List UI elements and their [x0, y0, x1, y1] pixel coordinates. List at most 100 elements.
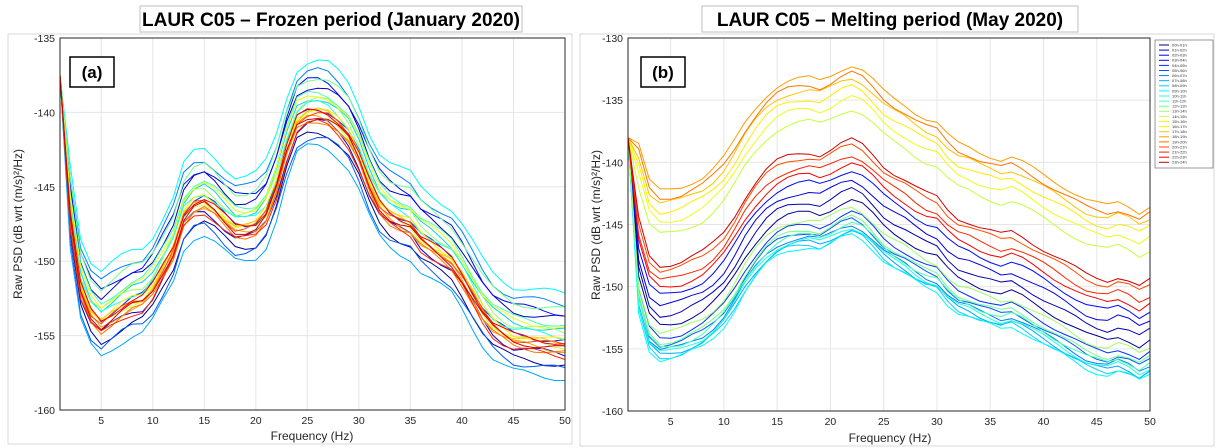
legend-label: 21h-22h	[1172, 150, 1187, 155]
series-line-a-21	[59, 75, 566, 360]
legend-label: 14h-15h	[1172, 114, 1187, 119]
series-line-b-4	[627, 137, 1151, 360]
x-tick-label: 40	[1038, 416, 1050, 428]
series-line-b-23	[627, 137, 1151, 286]
panel-a: LAUR C05 – Frozen period (January 2020) …	[7, 5, 573, 445]
x-tick-label: 40	[456, 415, 468, 427]
series-line-b-8	[627, 137, 1151, 379]
series-line-b-1	[627, 137, 1151, 336]
panel-label-box-a	[69, 56, 115, 88]
x-tick-label: 20	[825, 416, 837, 428]
series-line-b-18	[627, 66, 1151, 215]
x-axis-label-b: Frequency (Hz)	[849, 431, 932, 445]
y-tick-label: -155	[602, 344, 623, 356]
plot-area-b	[627, 37, 1151, 412]
legend-label: 13h-14h	[1172, 109, 1187, 114]
series-line-b-21	[627, 137, 1151, 303]
series-line-b-0	[627, 137, 1151, 349]
y-tick-label: -145	[34, 182, 55, 194]
legend-label: 08h-09h	[1172, 83, 1187, 88]
y-tick-label: -150	[602, 282, 623, 294]
y-tick-label: -140	[602, 157, 623, 169]
x-tick-label: 15	[198, 415, 210, 427]
series-line-b-20	[627, 137, 1151, 291]
legend-label: 20h-21h	[1172, 144, 1187, 149]
series-lines-b	[627, 66, 1151, 380]
x-tick-label: 30	[931, 416, 943, 428]
series-line-a-11	[59, 75, 566, 327]
legend-label: 12h-13h	[1172, 104, 1187, 109]
legend-label: 05h-06h	[1172, 68, 1187, 73]
legend-label: 11h-12h	[1172, 99, 1186, 104]
x-tick-label: 25	[302, 415, 314, 427]
legend-label: 02h-03h	[1172, 53, 1187, 58]
series-line-b-9	[627, 137, 1151, 380]
series-line-b-16	[627, 84, 1151, 232]
series-line-b-11	[627, 137, 1151, 372]
legend-label: 16h-17h	[1172, 124, 1187, 129]
panel-label-b: (b)	[652, 63, 674, 82]
legend-label: 01h-02h	[1172, 48, 1187, 53]
series-line-a-22	[59, 75, 566, 345]
y-tick-label: -130	[602, 33, 623, 45]
panel-label-box-b	[640, 56, 686, 88]
legend-label: 17h-18h	[1172, 129, 1187, 134]
series-line-a-15	[59, 75, 566, 329]
x-axis-label-a: Frequency (Hz)	[271, 429, 354, 443]
y-tick-label: -135	[34, 33, 55, 45]
series-line-b-19	[627, 70, 1151, 220]
legend-label: 15h-16h	[1172, 119, 1187, 124]
x-tick-label: 15	[771, 416, 783, 428]
y-axis-label-a: Raw PSD (dB wrt (m/s)²/Hz)	[11, 149, 25, 299]
legend-label: 04h-05h	[1172, 63, 1187, 68]
series-line-a-8	[59, 75, 566, 331]
y-tick-label: -160	[34, 405, 55, 417]
x-tick-label: 35	[405, 415, 417, 427]
legend: 00h-01h01h-02h02h-03h03h-04h04h-05h05h-0…	[1154, 39, 1214, 169]
series-line-a-18	[59, 75, 566, 354]
y-axis-label-b: Raw PSD (dB wrt (m/s)²/Hz)	[589, 150, 603, 300]
x-tick-label: 50	[559, 415, 571, 427]
legend-label: 23h-24h	[1172, 160, 1187, 165]
panel-b: LAUR C05 – Melting period (May 2020) 5 10…	[579, 5, 1215, 447]
legend-label: 10h-11h	[1172, 93, 1186, 98]
chart-title-a: LAUR C05 – Frozen period (January 2020)	[142, 10, 520, 31]
panel-b-frame	[579, 33, 1215, 447]
x-tick-label: 30	[353, 415, 365, 427]
y-tick-label: -140	[34, 107, 55, 119]
legend-label: 00h-01h	[1172, 42, 1187, 47]
series-lines-a	[59, 59, 566, 381]
series-line-a-5	[59, 75, 566, 368]
legend-label: 07h-08h	[1172, 78, 1187, 83]
y-tick-label: -145	[602, 220, 623, 232]
legend-label: 18h-19h	[1172, 134, 1187, 139]
plot-area-a	[59, 37, 566, 411]
x-tick-label: 25	[878, 416, 890, 428]
series-line-a-19	[59, 75, 566, 354]
series-line-b-10	[627, 137, 1151, 376]
x-tick-label: 5	[668, 416, 674, 428]
x-tick-label: 35	[984, 416, 996, 428]
x-tick-label: 45	[1091, 416, 1103, 428]
y-tick-label: -160	[602, 406, 623, 418]
y-tick-label: -155	[34, 331, 55, 343]
panel-a-frame	[7, 33, 573, 445]
legend-label: 22h-23h	[1172, 155, 1187, 160]
legend-label: 06h-07h	[1172, 73, 1187, 78]
series-line-b-2	[627, 137, 1151, 326]
series-line-b-3	[627, 137, 1151, 320]
series-line-a-23	[59, 75, 566, 349]
tick-labels-b: 5 10 15 20 25 30 35 40 45 50 -160 -155 -150 -145 -140 -…	[602, 33, 1156, 428]
x-tick-label: 5	[98, 415, 104, 427]
tick-labels-a: 5 10 15 20 25 30 35 40 45 50 -160 -155 -150 -145 -140 -…	[34, 33, 571, 427]
x-tick-label: 10	[147, 415, 159, 427]
series-line-a-0	[59, 75, 566, 367]
panel-label-a: (a)	[82, 63, 103, 82]
y-tick-label: -150	[34, 256, 55, 268]
series-line-a-6	[59, 67, 566, 308]
title-box-b	[701, 5, 1079, 33]
legend-label: 03h-04h	[1172, 58, 1187, 63]
x-tick-label: 20	[250, 415, 262, 427]
series-line-a-1	[59, 75, 566, 318]
series-line-a-9	[59, 59, 566, 294]
